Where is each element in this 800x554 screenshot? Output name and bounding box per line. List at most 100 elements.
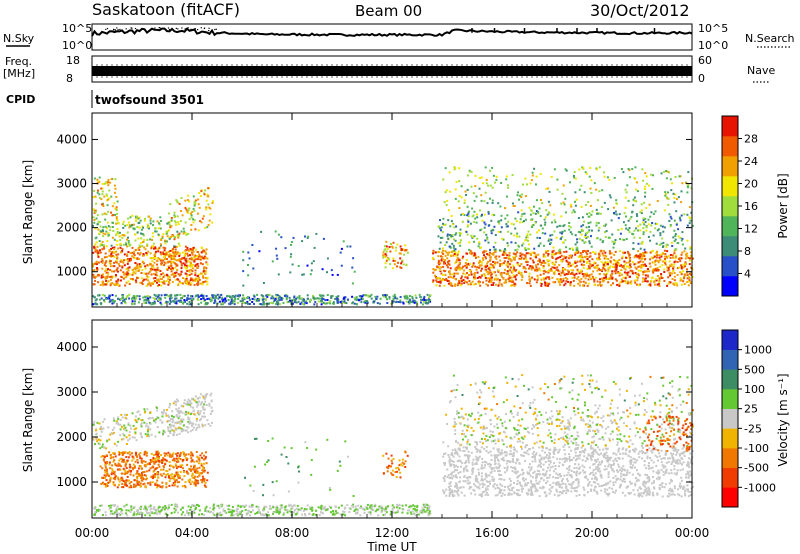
power-cell (132, 271, 135, 274)
power-cell (535, 281, 538, 284)
power-cell (613, 241, 616, 244)
power-cell (531, 259, 534, 262)
power-cell (386, 257, 389, 259)
power-cell (679, 219, 682, 222)
power-cell (512, 202, 514, 205)
velocity-cell (154, 461, 157, 464)
nave-tick-bottom: 0 (698, 72, 705, 85)
power-cell (498, 279, 501, 282)
velocity-cell (194, 483, 197, 486)
power-cell (112, 301, 115, 304)
power-cell (122, 226, 125, 229)
velocity-cell (130, 486, 133, 489)
power-cell (264, 299, 267, 302)
power-cell (141, 277, 144, 280)
power-cell (141, 281, 143, 284)
power-cell (650, 173, 653, 176)
power-cell (675, 248, 678, 251)
nsky-point (203, 27, 205, 30)
power-cell (463, 214, 466, 216)
power-cell (529, 213, 532, 216)
velocity-cell (198, 419, 201, 422)
velocity-cell (122, 437, 125, 440)
power-cell (631, 261, 634, 264)
velocity-cell (137, 467, 140, 470)
power-cell (490, 266, 493, 269)
power-cell (160, 303, 163, 306)
power-cell (309, 299, 312, 302)
power-cell (454, 278, 457, 281)
power-cell (149, 283, 152, 286)
power-cell (487, 212, 490, 215)
power-cell (690, 272, 693, 275)
velocity-cell (132, 474, 135, 477)
power-cell (458, 232, 461, 234)
power-cell (166, 230, 169, 233)
power-cell (505, 281, 508, 284)
power-cell (663, 271, 666, 273)
power-cell (196, 266, 199, 269)
power-cell (517, 245, 520, 248)
power-cell (598, 256, 600, 259)
power-cell (221, 298, 224, 301)
power-cell (346, 245, 349, 248)
power-cell (494, 263, 497, 266)
power-cell (512, 223, 515, 226)
power-cell (124, 241, 127, 244)
power-cell (645, 175, 648, 178)
power-cell (535, 254, 538, 257)
velocity-cell (143, 451, 146, 454)
power-cell (656, 254, 659, 257)
velocity-cell (203, 484, 206, 487)
power-cell (446, 233, 449, 236)
velocity-cell (200, 462, 203, 465)
power-cell (176, 200, 179, 203)
power-cell (611, 233, 614, 236)
power-cell (452, 276, 455, 279)
power-cell (536, 236, 539, 239)
power-cell (122, 277, 125, 280)
power-cell (107, 297, 109, 300)
power-cell (275, 247, 278, 250)
power-cell (510, 280, 513, 283)
power-cell (207, 187, 210, 190)
power-cell (623, 280, 625, 282)
power-cell (149, 252, 152, 255)
power-cell (603, 273, 606, 276)
power-cell (617, 264, 620, 266)
power-cell (109, 181, 112, 184)
power-cell (123, 264, 126, 267)
power-cell (420, 296, 423, 299)
power-cell (505, 264, 508, 266)
power-cell (124, 302, 127, 305)
power-cell (109, 278, 112, 281)
power-cell (105, 213, 108, 216)
power-cell (95, 249, 98, 252)
power-cell (212, 294, 215, 297)
velocity-cell (114, 478, 117, 481)
power-cell (655, 259, 658, 262)
power-cell (187, 283, 190, 286)
velocity-cell (144, 464, 147, 467)
power-cell (307, 297, 309, 300)
power-cell (464, 190, 467, 193)
power-cell (159, 270, 162, 272)
velocity-cell (114, 476, 117, 479)
power-cell (586, 258, 589, 260)
velocity-cell (157, 457, 160, 460)
power-cell (325, 302, 328, 305)
power-cell (190, 268, 193, 271)
power-cell (673, 197, 676, 199)
velocity-cell (203, 403, 206, 406)
power-cell (135, 297, 138, 299)
power-cell (557, 278, 560, 281)
power-cell (351, 266, 354, 269)
power-cell (574, 251, 577, 254)
velocity-cell (162, 472, 165, 475)
velocity-cell (179, 451, 182, 454)
power-cell (115, 274, 117, 276)
power-cell (491, 202, 494, 204)
power-cell (686, 274, 689, 277)
power-cell (200, 301, 203, 304)
power-cell (602, 280, 605, 283)
